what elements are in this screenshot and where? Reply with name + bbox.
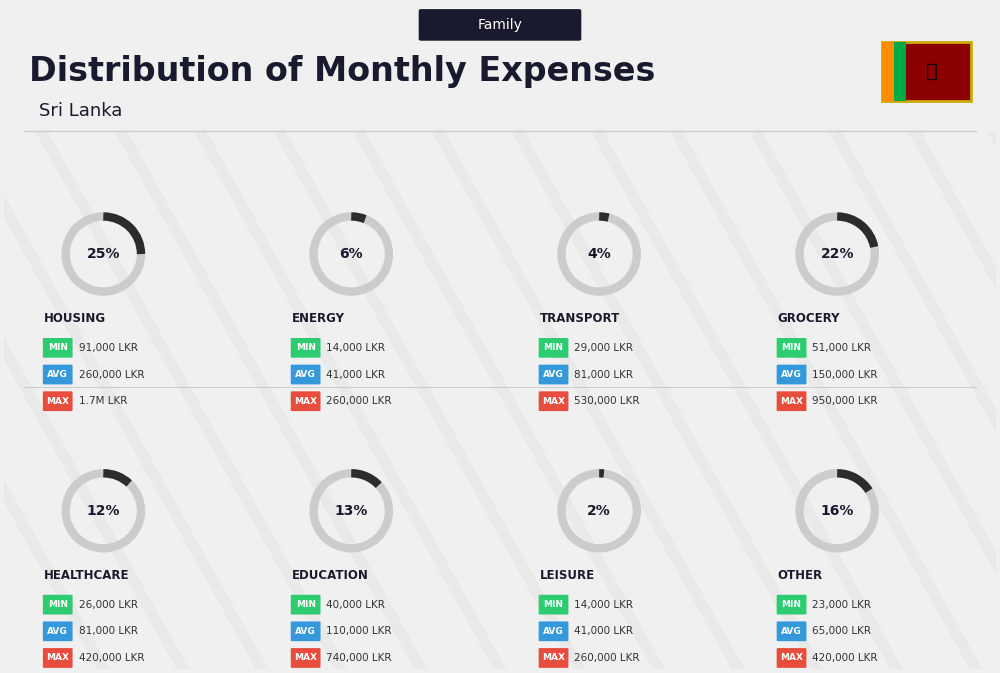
Text: 81,000 LKR: 81,000 LKR (79, 627, 138, 636)
FancyBboxPatch shape (539, 621, 568, 641)
Text: 91,000 LKR: 91,000 LKR (79, 343, 138, 353)
Text: MIN: MIN (544, 600, 564, 609)
FancyBboxPatch shape (291, 338, 321, 358)
FancyBboxPatch shape (882, 42, 971, 101)
Text: MAX: MAX (780, 653, 803, 662)
Text: Sri Lanka: Sri Lanka (39, 102, 122, 120)
Text: MAX: MAX (46, 653, 69, 662)
Text: MAX: MAX (542, 396, 565, 406)
Text: 16%: 16% (820, 504, 854, 518)
Text: ENERGY: ENERGY (292, 312, 345, 325)
Text: GROCERY: GROCERY (778, 312, 840, 325)
FancyBboxPatch shape (43, 648, 73, 668)
FancyBboxPatch shape (291, 365, 321, 384)
Text: 51,000 LKR: 51,000 LKR (812, 343, 871, 353)
Text: MAX: MAX (542, 653, 565, 662)
Text: 23,000 LKR: 23,000 LKR (812, 600, 871, 610)
Text: 260,000 LKR: 260,000 LKR (326, 396, 392, 406)
Text: 12%: 12% (87, 504, 120, 518)
Text: 1.7M LKR: 1.7M LKR (79, 396, 127, 406)
FancyBboxPatch shape (777, 391, 806, 411)
Text: TRANSPORT: TRANSPORT (540, 312, 620, 325)
Text: AVG: AVG (47, 627, 68, 636)
FancyBboxPatch shape (291, 648, 321, 668)
Text: 13%: 13% (335, 504, 368, 518)
Text: MAX: MAX (294, 653, 317, 662)
Text: AVG: AVG (543, 627, 564, 636)
FancyBboxPatch shape (419, 9, 581, 40)
Text: HEALTHCARE: HEALTHCARE (44, 569, 129, 581)
Text: Family: Family (478, 18, 522, 32)
Text: 150,000 LKR: 150,000 LKR (812, 369, 878, 380)
Text: MAX: MAX (294, 396, 317, 406)
Bar (882, 42, 894, 101)
FancyBboxPatch shape (777, 595, 806, 614)
Text: EDUCATION: EDUCATION (292, 569, 369, 581)
Text: 420,000 LKR: 420,000 LKR (79, 653, 144, 663)
Text: 6%: 6% (339, 247, 363, 261)
FancyBboxPatch shape (43, 365, 73, 384)
Text: MIN: MIN (48, 600, 68, 609)
Text: HOUSING: HOUSING (44, 312, 106, 325)
FancyBboxPatch shape (777, 648, 806, 668)
FancyBboxPatch shape (43, 338, 73, 358)
Text: 2%: 2% (587, 504, 611, 518)
FancyBboxPatch shape (291, 621, 321, 641)
Text: 260,000 LKR: 260,000 LKR (574, 653, 640, 663)
FancyBboxPatch shape (43, 621, 73, 641)
Text: AVG: AVG (47, 370, 68, 379)
Text: AVG: AVG (295, 627, 316, 636)
FancyBboxPatch shape (777, 365, 806, 384)
Text: 🦁: 🦁 (926, 62, 937, 81)
Text: 260,000 LKR: 260,000 LKR (79, 369, 144, 380)
Text: 41,000 LKR: 41,000 LKR (326, 369, 385, 380)
Text: 110,000 LKR: 110,000 LKR (326, 627, 392, 636)
Text: MIN: MIN (296, 343, 316, 353)
Text: 740,000 LKR: 740,000 LKR (326, 653, 392, 663)
Text: 530,000 LKR: 530,000 LKR (574, 396, 640, 406)
Text: 420,000 LKR: 420,000 LKR (812, 653, 878, 663)
Text: 25%: 25% (87, 247, 120, 261)
Text: MIN: MIN (544, 343, 564, 353)
Text: MAX: MAX (46, 396, 69, 406)
Bar (894, 42, 906, 101)
Text: AVG: AVG (295, 370, 316, 379)
FancyBboxPatch shape (777, 338, 806, 358)
FancyBboxPatch shape (539, 338, 568, 358)
Text: MAX: MAX (780, 396, 803, 406)
Text: 41,000 LKR: 41,000 LKR (574, 627, 633, 636)
FancyBboxPatch shape (539, 365, 568, 384)
Text: AVG: AVG (781, 627, 802, 636)
FancyBboxPatch shape (43, 595, 73, 614)
FancyBboxPatch shape (43, 391, 73, 411)
Text: AVG: AVG (543, 370, 564, 379)
FancyBboxPatch shape (291, 391, 321, 411)
Text: MIN: MIN (782, 600, 802, 609)
Text: 40,000 LKR: 40,000 LKR (326, 600, 385, 610)
Text: 14,000 LKR: 14,000 LKR (326, 343, 385, 353)
Text: 22%: 22% (820, 247, 854, 261)
FancyBboxPatch shape (539, 391, 568, 411)
FancyBboxPatch shape (777, 621, 806, 641)
Text: OTHER: OTHER (778, 569, 823, 581)
Text: 81,000 LKR: 81,000 LKR (574, 369, 633, 380)
Text: LEISURE: LEISURE (540, 569, 595, 581)
Text: 29,000 LKR: 29,000 LKR (574, 343, 633, 353)
Text: 4%: 4% (587, 247, 611, 261)
Text: 950,000 LKR: 950,000 LKR (812, 396, 878, 406)
Text: 26,000 LKR: 26,000 LKR (79, 600, 138, 610)
Text: MIN: MIN (782, 343, 802, 353)
Text: MIN: MIN (296, 600, 316, 609)
FancyBboxPatch shape (539, 648, 568, 668)
Text: MIN: MIN (48, 343, 68, 353)
Text: AVG: AVG (781, 370, 802, 379)
Text: Distribution of Monthly Expenses: Distribution of Monthly Expenses (29, 55, 655, 87)
FancyBboxPatch shape (539, 595, 568, 614)
Text: 65,000 LKR: 65,000 LKR (812, 627, 871, 636)
Text: 14,000 LKR: 14,000 LKR (574, 600, 633, 610)
FancyBboxPatch shape (291, 595, 321, 614)
